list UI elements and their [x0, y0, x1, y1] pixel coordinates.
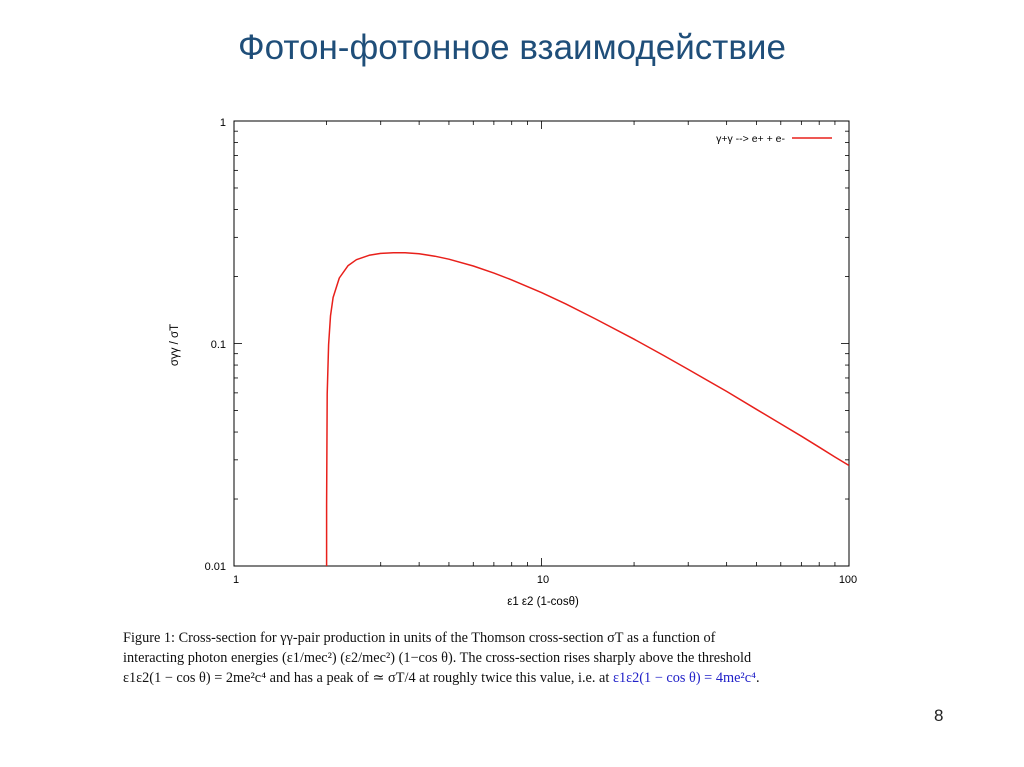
slide-title: Фотон-фотонное взаимодействие	[238, 28, 786, 67]
x-axis-label: ε1 ε2 (1-cosθ)	[507, 596, 579, 608]
y-tick-labels: 0.01 0.1 1	[205, 117, 226, 573]
y-tick-label: 0.01	[205, 561, 226, 573]
caption-line: interacting photon energies (ε1/mec²) (ε…	[123, 650, 752, 666]
page-number: 8	[934, 706, 944, 725]
caption-line: ε1ε2(1 − cos θ) = 2me²c⁴ and has a peak …	[123, 668, 913, 688]
y-tick-label: 0.1	[211, 339, 226, 351]
x-tick-labels: 1 10 100	[233, 574, 857, 586]
caption-text: ε1ε2(1 − cos θ) = 2me²c⁴ and has a peak …	[123, 670, 613, 686]
axis-ticks	[233, 121, 849, 567]
caption-text: .	[756, 670, 760, 686]
figure-caption: Figure 1: Cross-section for γγ-pair prod…	[123, 628, 913, 688]
y-tick-label: 1	[220, 117, 226, 129]
caption-line: Figure 1: Cross-section for γγ-pair prod…	[123, 630, 716, 646]
y-axis-label: σγγ / σT	[169, 324, 181, 366]
series-group	[325, 251, 849, 566]
series-line	[325, 251, 849, 566]
x-tick-label: 10	[537, 574, 549, 586]
legend-label: γ+γ --> e+ + e-	[716, 133, 785, 145]
caption-highlight: ε1ε2(1 − cos θ) = 4me²c⁴	[612, 670, 757, 686]
x-tick-label: 1	[233, 574, 239, 586]
x-tick-label: 100	[839, 574, 857, 586]
cross-section-chart: 1 10 100 0.01 0.1 1 ε1 ε2 (1-cosθ) σγγ /…	[169, 117, 857, 608]
